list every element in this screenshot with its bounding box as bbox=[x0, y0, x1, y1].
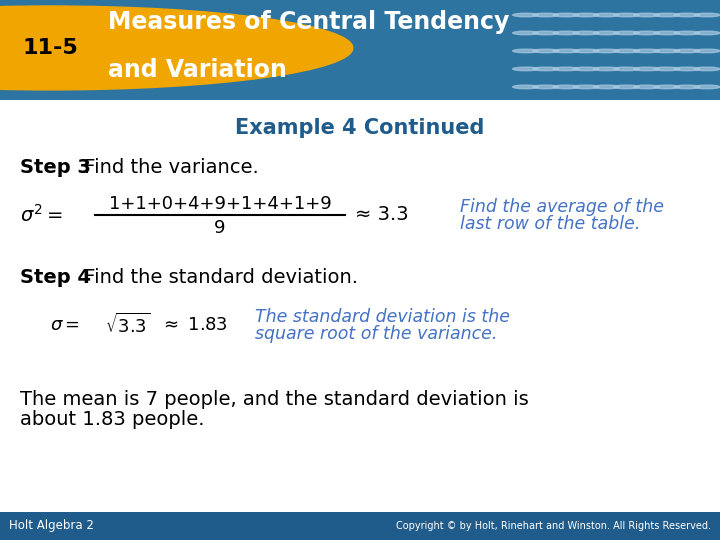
FancyBboxPatch shape bbox=[0, 0, 720, 100]
Text: and Variation: and Variation bbox=[108, 58, 287, 82]
Circle shape bbox=[674, 13, 700, 17]
Circle shape bbox=[613, 13, 639, 17]
Circle shape bbox=[654, 67, 680, 71]
Text: Step 4: Step 4 bbox=[20, 268, 91, 287]
Circle shape bbox=[654, 49, 680, 53]
Circle shape bbox=[654, 85, 680, 89]
Circle shape bbox=[593, 85, 619, 89]
Circle shape bbox=[593, 49, 619, 53]
Circle shape bbox=[533, 31, 559, 35]
Circle shape bbox=[654, 13, 680, 17]
Text: The standard deviation is the: The standard deviation is the bbox=[255, 308, 510, 326]
Circle shape bbox=[553, 67, 579, 71]
Circle shape bbox=[674, 67, 700, 71]
Circle shape bbox=[634, 31, 660, 35]
Circle shape bbox=[553, 13, 579, 17]
Circle shape bbox=[513, 85, 539, 89]
Text: Example 4 Continued: Example 4 Continued bbox=[235, 118, 485, 138]
Circle shape bbox=[593, 31, 619, 35]
Text: 1+1+0+4+9+1+4+1+9: 1+1+0+4+9+1+4+1+9 bbox=[109, 195, 331, 213]
Text: about 1.83 people.: about 1.83 people. bbox=[20, 410, 204, 429]
Text: Step 3: Step 3 bbox=[20, 158, 91, 178]
Circle shape bbox=[694, 49, 720, 53]
Circle shape bbox=[674, 85, 700, 89]
Circle shape bbox=[613, 49, 639, 53]
Circle shape bbox=[573, 31, 599, 35]
Text: last row of the table.: last row of the table. bbox=[460, 215, 640, 233]
Circle shape bbox=[634, 67, 660, 71]
Text: $\sqrt{3.3}$: $\sqrt{3.3}$ bbox=[105, 313, 150, 337]
Circle shape bbox=[613, 67, 639, 71]
Circle shape bbox=[694, 85, 720, 89]
Text: Find the variance.: Find the variance. bbox=[78, 158, 258, 178]
Circle shape bbox=[593, 67, 619, 71]
Text: 9: 9 bbox=[215, 219, 226, 237]
Circle shape bbox=[674, 31, 700, 35]
Circle shape bbox=[694, 31, 720, 35]
Circle shape bbox=[553, 49, 579, 53]
Circle shape bbox=[513, 49, 539, 53]
Circle shape bbox=[674, 49, 700, 53]
Circle shape bbox=[513, 67, 539, 71]
Circle shape bbox=[0, 6, 353, 90]
Circle shape bbox=[634, 49, 660, 53]
Circle shape bbox=[533, 67, 559, 71]
Circle shape bbox=[613, 85, 639, 89]
Circle shape bbox=[513, 13, 539, 17]
Text: The mean is 7 people, and the standard deviation is: The mean is 7 people, and the standard d… bbox=[20, 390, 528, 409]
Circle shape bbox=[533, 85, 559, 89]
Circle shape bbox=[634, 13, 660, 17]
Circle shape bbox=[533, 49, 559, 53]
Text: Find the standard deviation.: Find the standard deviation. bbox=[78, 268, 358, 287]
Circle shape bbox=[694, 67, 720, 71]
Circle shape bbox=[513, 31, 539, 35]
Text: $\sigma =$: $\sigma =$ bbox=[50, 316, 80, 334]
Circle shape bbox=[573, 13, 599, 17]
Circle shape bbox=[533, 13, 559, 17]
Circle shape bbox=[634, 85, 660, 89]
Text: square root of the variance.: square root of the variance. bbox=[255, 325, 498, 343]
Text: ≈ 3.3: ≈ 3.3 bbox=[355, 205, 409, 225]
Text: 11-5: 11-5 bbox=[22, 38, 78, 58]
Text: Find the average of the: Find the average of the bbox=[460, 198, 664, 216]
Circle shape bbox=[553, 31, 579, 35]
Text: Copyright © by Holt, Rinehart and Winston. All Rights Reserved.: Copyright © by Holt, Rinehart and Winsto… bbox=[396, 521, 711, 531]
Circle shape bbox=[553, 85, 579, 89]
FancyBboxPatch shape bbox=[0, 512, 720, 540]
Circle shape bbox=[694, 13, 720, 17]
Circle shape bbox=[593, 13, 619, 17]
Text: $\approx$ 1.83: $\approx$ 1.83 bbox=[160, 316, 228, 334]
Circle shape bbox=[573, 85, 599, 89]
Circle shape bbox=[654, 31, 680, 35]
Circle shape bbox=[613, 31, 639, 35]
Text: Holt Algebra 2: Holt Algebra 2 bbox=[9, 519, 94, 532]
Text: $\sigma^2 =$: $\sigma^2 =$ bbox=[20, 204, 63, 226]
Text: Measures of Central Tendency: Measures of Central Tendency bbox=[108, 10, 509, 34]
Circle shape bbox=[573, 67, 599, 71]
Circle shape bbox=[573, 49, 599, 53]
